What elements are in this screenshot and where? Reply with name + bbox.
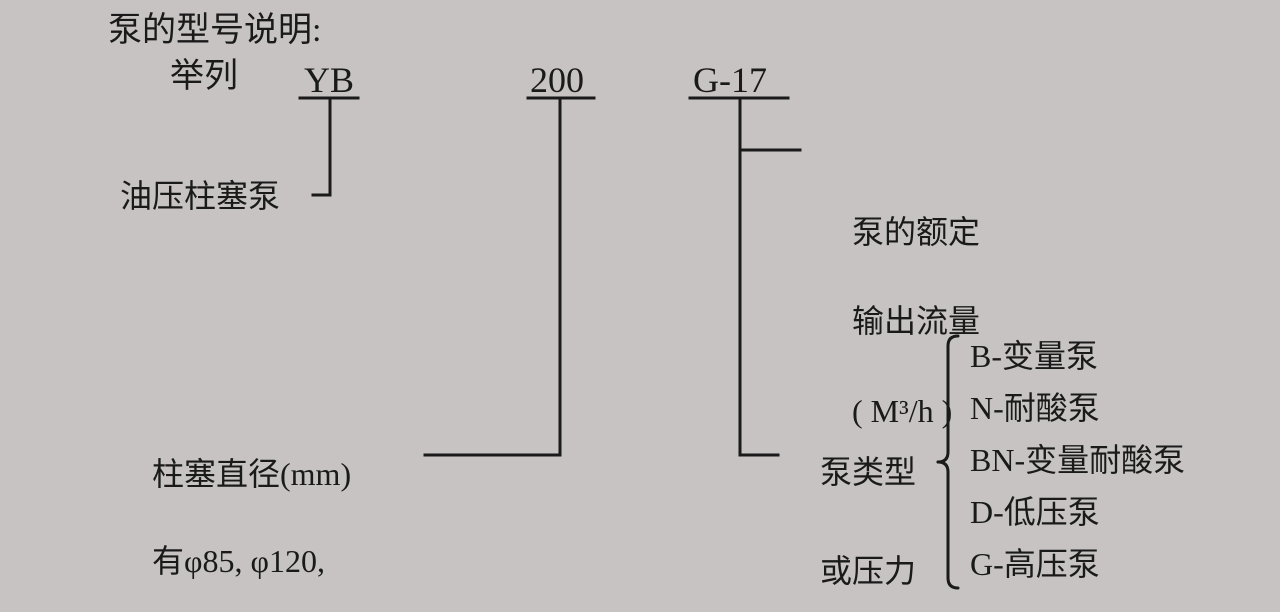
code-yb: YB — [304, 58, 354, 103]
desc-pump-type: 油压柱塞泵 — [120, 176, 280, 216]
tp-line1: 泵类型 — [820, 454, 916, 490]
flow-line2: 输出流量 — [852, 303, 980, 339]
tp-line2: 或压力 — [820, 553, 916, 589]
desc-type-or-pressure: 泵类型 或压力 等级代号 — [788, 398, 948, 612]
pump-type-item: B-变量泵 — [970, 336, 1098, 376]
code-200: 200 — [530, 58, 584, 103]
pump-type-item: G-高压泵 — [970, 544, 1100, 584]
pump-type-item: N-耐酸泵 — [970, 388, 1100, 428]
pump-type-item: BN-变量耐酸泵 — [970, 440, 1185, 480]
pump-type-item: D-低压泵 — [970, 492, 1100, 532]
diagram-stage: 泵的型号说明: 举列 YB 200 G-17 油压柱塞泵 柱塞直径(mm) 有φ… — [0, 0, 1280, 612]
code-g17: G-17 — [693, 58, 767, 103]
flow-line1: 泵的额定 — [852, 214, 980, 250]
example-label: 举列 — [170, 56, 238, 99]
dia-line1: 柱塞直径(mm) — [152, 456, 351, 492]
model-title: 泵的型号说明: — [108, 10, 321, 53]
dia-line2: 有φ85, φ120, — [152, 543, 325, 579]
desc-piston-dia: 柱塞直径(mm) 有φ85, φ120, φ140 , φ200, φ250 ,… — [120, 410, 351, 612]
